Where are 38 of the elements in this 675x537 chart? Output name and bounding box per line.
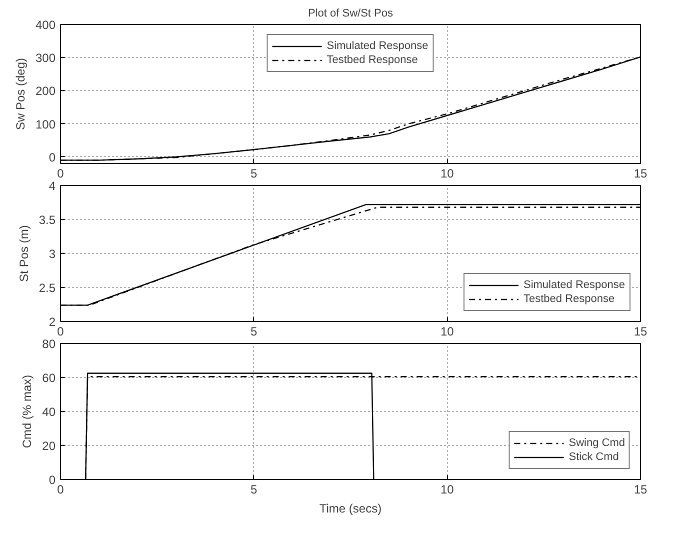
x-tick-label: 15 [634,324,648,338]
x-tick-label: 5 [250,324,258,338]
y-axis-title: St Pos (m) [16,225,31,282]
legend-label: Testbed Response [326,53,418,67]
legend-label: Testbed Response [523,292,615,306]
y-tick-label: 2.5 [38,281,56,295]
legend-label: Simulated Response [523,278,625,292]
x-tick-label: 15 [634,482,648,496]
y-tick-label: 40 [42,405,56,419]
y-tick-label: 20 [42,439,56,453]
x-tick-label: 10 [440,324,454,338]
y-tick-label: 2 [48,315,56,329]
legend-label: Simulated Response [326,39,428,53]
x-tick-label: 5 [250,166,258,180]
x-axis-title: Time (secs) [319,502,382,516]
x-tick-label: 5 [250,482,258,496]
legend-label: Swing Cmd [568,436,625,450]
y-tick-label: 100 [35,117,56,132]
y-axis-title: Cmd (% max) [20,374,34,448]
chart-title: Plot of Sw/St Pos [308,8,394,20]
y-tick-label: 4 [48,179,56,193]
legend-label: Stick Cmd [568,450,619,464]
y-axis-title: Sw Pos (deg) [13,58,28,130]
y-tick-label: 60 [42,371,56,385]
x-tick-label: 10 [440,482,454,496]
y-tick-label: 0 [48,473,56,487]
y-tick-label: 200 [35,84,56,98]
y-tick-label: 300 [35,51,56,66]
x-tick-label: 15 [634,166,648,180]
y-tick-label: 3.5 [38,213,56,227]
x-tick-label: 0 [57,482,64,496]
x-tick-label: 10 [440,166,454,180]
y-tick-label: 80 [42,337,56,351]
x-tick-label: 0 [57,324,64,338]
y-tick-label: 400 [35,18,56,32]
y-tick-label: 0 [48,150,56,164]
x-tick-label: 0 [57,166,64,180]
y-tick-label: 3 [48,247,56,261]
